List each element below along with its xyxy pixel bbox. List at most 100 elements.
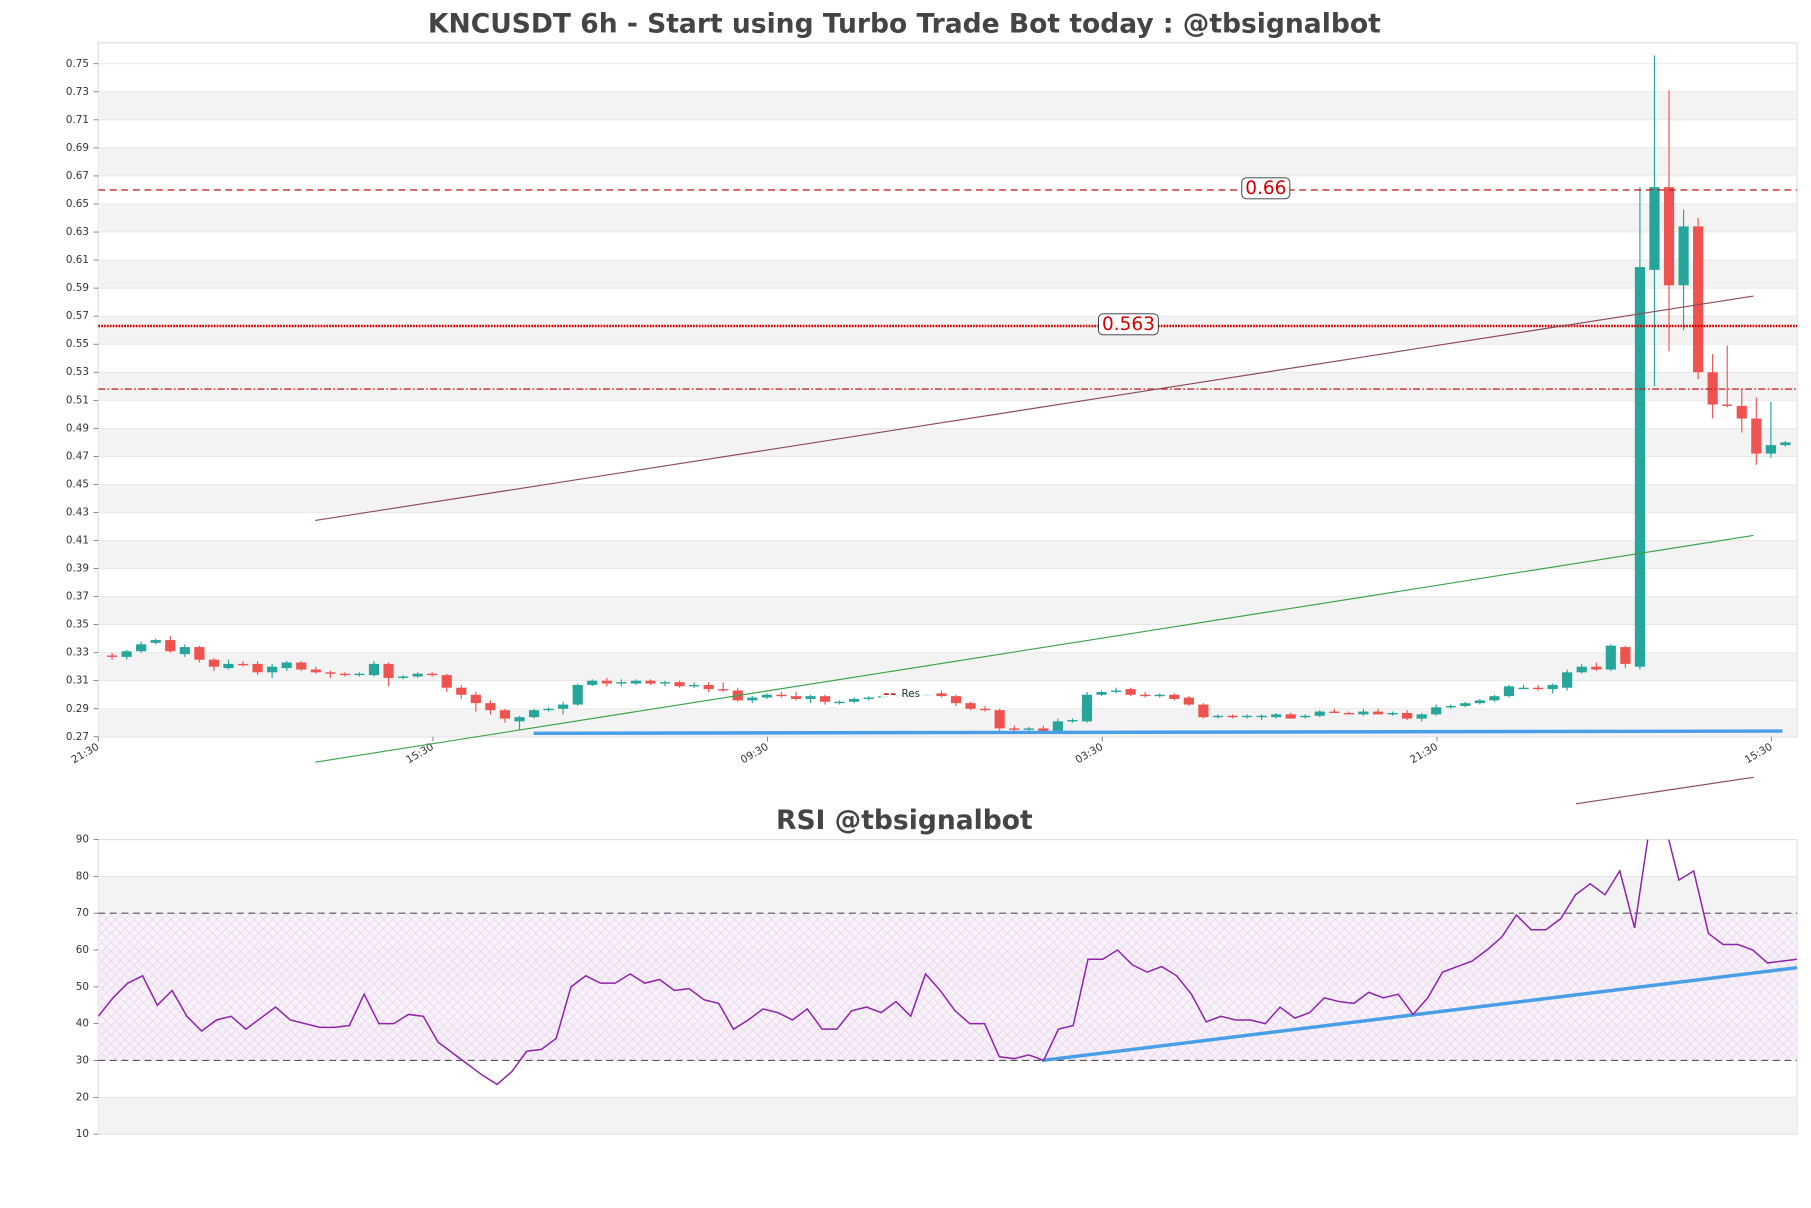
candle-body (1445, 705, 1456, 708)
rsi-title: RSI @tbsignalbot (776, 805, 1033, 836)
rsi-line (98, 839, 1798, 1086)
candle-body (950, 696, 962, 704)
candle-body (1067, 719, 1078, 722)
x-tick-label: 15:30 (404, 741, 436, 766)
candle-body (1751, 418, 1762, 454)
y-tick-label: 0.71 (66, 114, 89, 126)
candle-body (572, 684, 583, 705)
candle-body (1343, 712, 1354, 715)
candle-body (1765, 445, 1776, 454)
candle-body (1474, 700, 1485, 704)
y-tick-label: 0.65 (66, 198, 89, 210)
grid-band (98, 91, 1798, 120)
candle-body (1125, 689, 1136, 695)
candle-body (1271, 714, 1282, 718)
candle-body (1460, 703, 1471, 706)
candle-body (1722, 404, 1733, 406)
y-tick-label: 0.33 (66, 647, 89, 659)
candle-body (1402, 712, 1413, 719)
y-tick-label: 0.57 (66, 310, 89, 322)
level-label-text: 0.66 (1245, 178, 1286, 199)
candle-body (834, 701, 845, 704)
candle-body (1663, 187, 1675, 286)
y-tick-label: 0.75 (66, 58, 89, 70)
candle-body (703, 684, 714, 690)
y-tick-label: 0.69 (66, 142, 89, 154)
candle-body (208, 659, 220, 667)
rsi-trend-line (1041, 965, 1798, 1063)
trend-line (533, 729, 1783, 736)
level-label-box (1098, 313, 1159, 336)
candle-body (427, 673, 438, 676)
candle-body (150, 640, 161, 643)
candle-body (136, 644, 147, 652)
grid-band (98, 1097, 1798, 1135)
y-tick-label: 0.37 (66, 591, 89, 603)
candle-body (1169, 694, 1180, 699)
y-tick-label: 0.29 (66, 703, 89, 715)
candle-body (863, 697, 874, 699)
candle-body (1038, 728, 1049, 732)
candle-body (1372, 711, 1384, 715)
grid-band (98, 596, 1798, 625)
candle-body (936, 693, 947, 697)
candle-body (1256, 715, 1267, 718)
candle-body (1576, 666, 1587, 673)
grid-band (98, 147, 1798, 176)
candle-body (980, 708, 991, 711)
grid-band (98, 428, 1798, 457)
grid-band (98, 372, 1798, 401)
y-tick-label: 0.53 (66, 366, 89, 378)
candle-body (616, 682, 627, 684)
grid-band (98, 540, 1798, 569)
y-tick-label: 20 (76, 1091, 89, 1103)
candle-body (1562, 672, 1573, 688)
candle-body (1241, 715, 1253, 718)
candle-body (1329, 711, 1340, 713)
candle-body (1009, 728, 1020, 730)
candle-body (1518, 687, 1529, 690)
candle-body (1532, 687, 1544, 690)
candle-body (1693, 226, 1704, 373)
candle-body (1052, 721, 1063, 733)
x-tick-label: 09:30 (739, 741, 771, 766)
candle-body (761, 694, 772, 698)
candle-body (179, 647, 190, 655)
candle-body (747, 697, 758, 701)
y-tick-label: 0.61 (66, 254, 89, 266)
candle-body (281, 662, 292, 669)
candle-body (630, 680, 641, 684)
candle-body (121, 651, 132, 657)
candle-body (790, 696, 802, 699)
candle-body (528, 710, 540, 718)
y-tick-label: 30 (76, 1054, 89, 1066)
candle-body (1285, 714, 1296, 719)
candle-body (1620, 647, 1631, 664)
candle-body (819, 696, 831, 702)
candle-body (1489, 696, 1500, 701)
candle-body (310, 669, 321, 673)
level-label-text: 0.563 (1102, 314, 1155, 335)
candle-body (339, 673, 350, 676)
candle-body (1431, 707, 1442, 715)
candle-body (470, 694, 481, 704)
y-tick-label: 40 (76, 1018, 89, 1030)
x-tick-label: 03:30 (1073, 741, 1105, 766)
y-tick-label: 0.35 (66, 619, 89, 631)
candle-body (1707, 372, 1718, 405)
candle-body (1183, 697, 1194, 705)
y-tick-label: 0.39 (66, 563, 89, 575)
grid-band (98, 652, 1798, 681)
y-tick-label: 70 (76, 907, 89, 919)
candle-body (412, 673, 423, 677)
candle-body (397, 676, 409, 678)
candle-body (1591, 666, 1602, 670)
y-tick-label: 60 (76, 944, 89, 956)
candle-body (499, 710, 511, 719)
candle-body (689, 684, 700, 687)
legend-box (880, 683, 934, 705)
y-tick-label: 0.63 (66, 226, 89, 238)
grid-band (98, 203, 1798, 233)
trend-line (315, 295, 1754, 522)
candle-body (106, 655, 118, 657)
